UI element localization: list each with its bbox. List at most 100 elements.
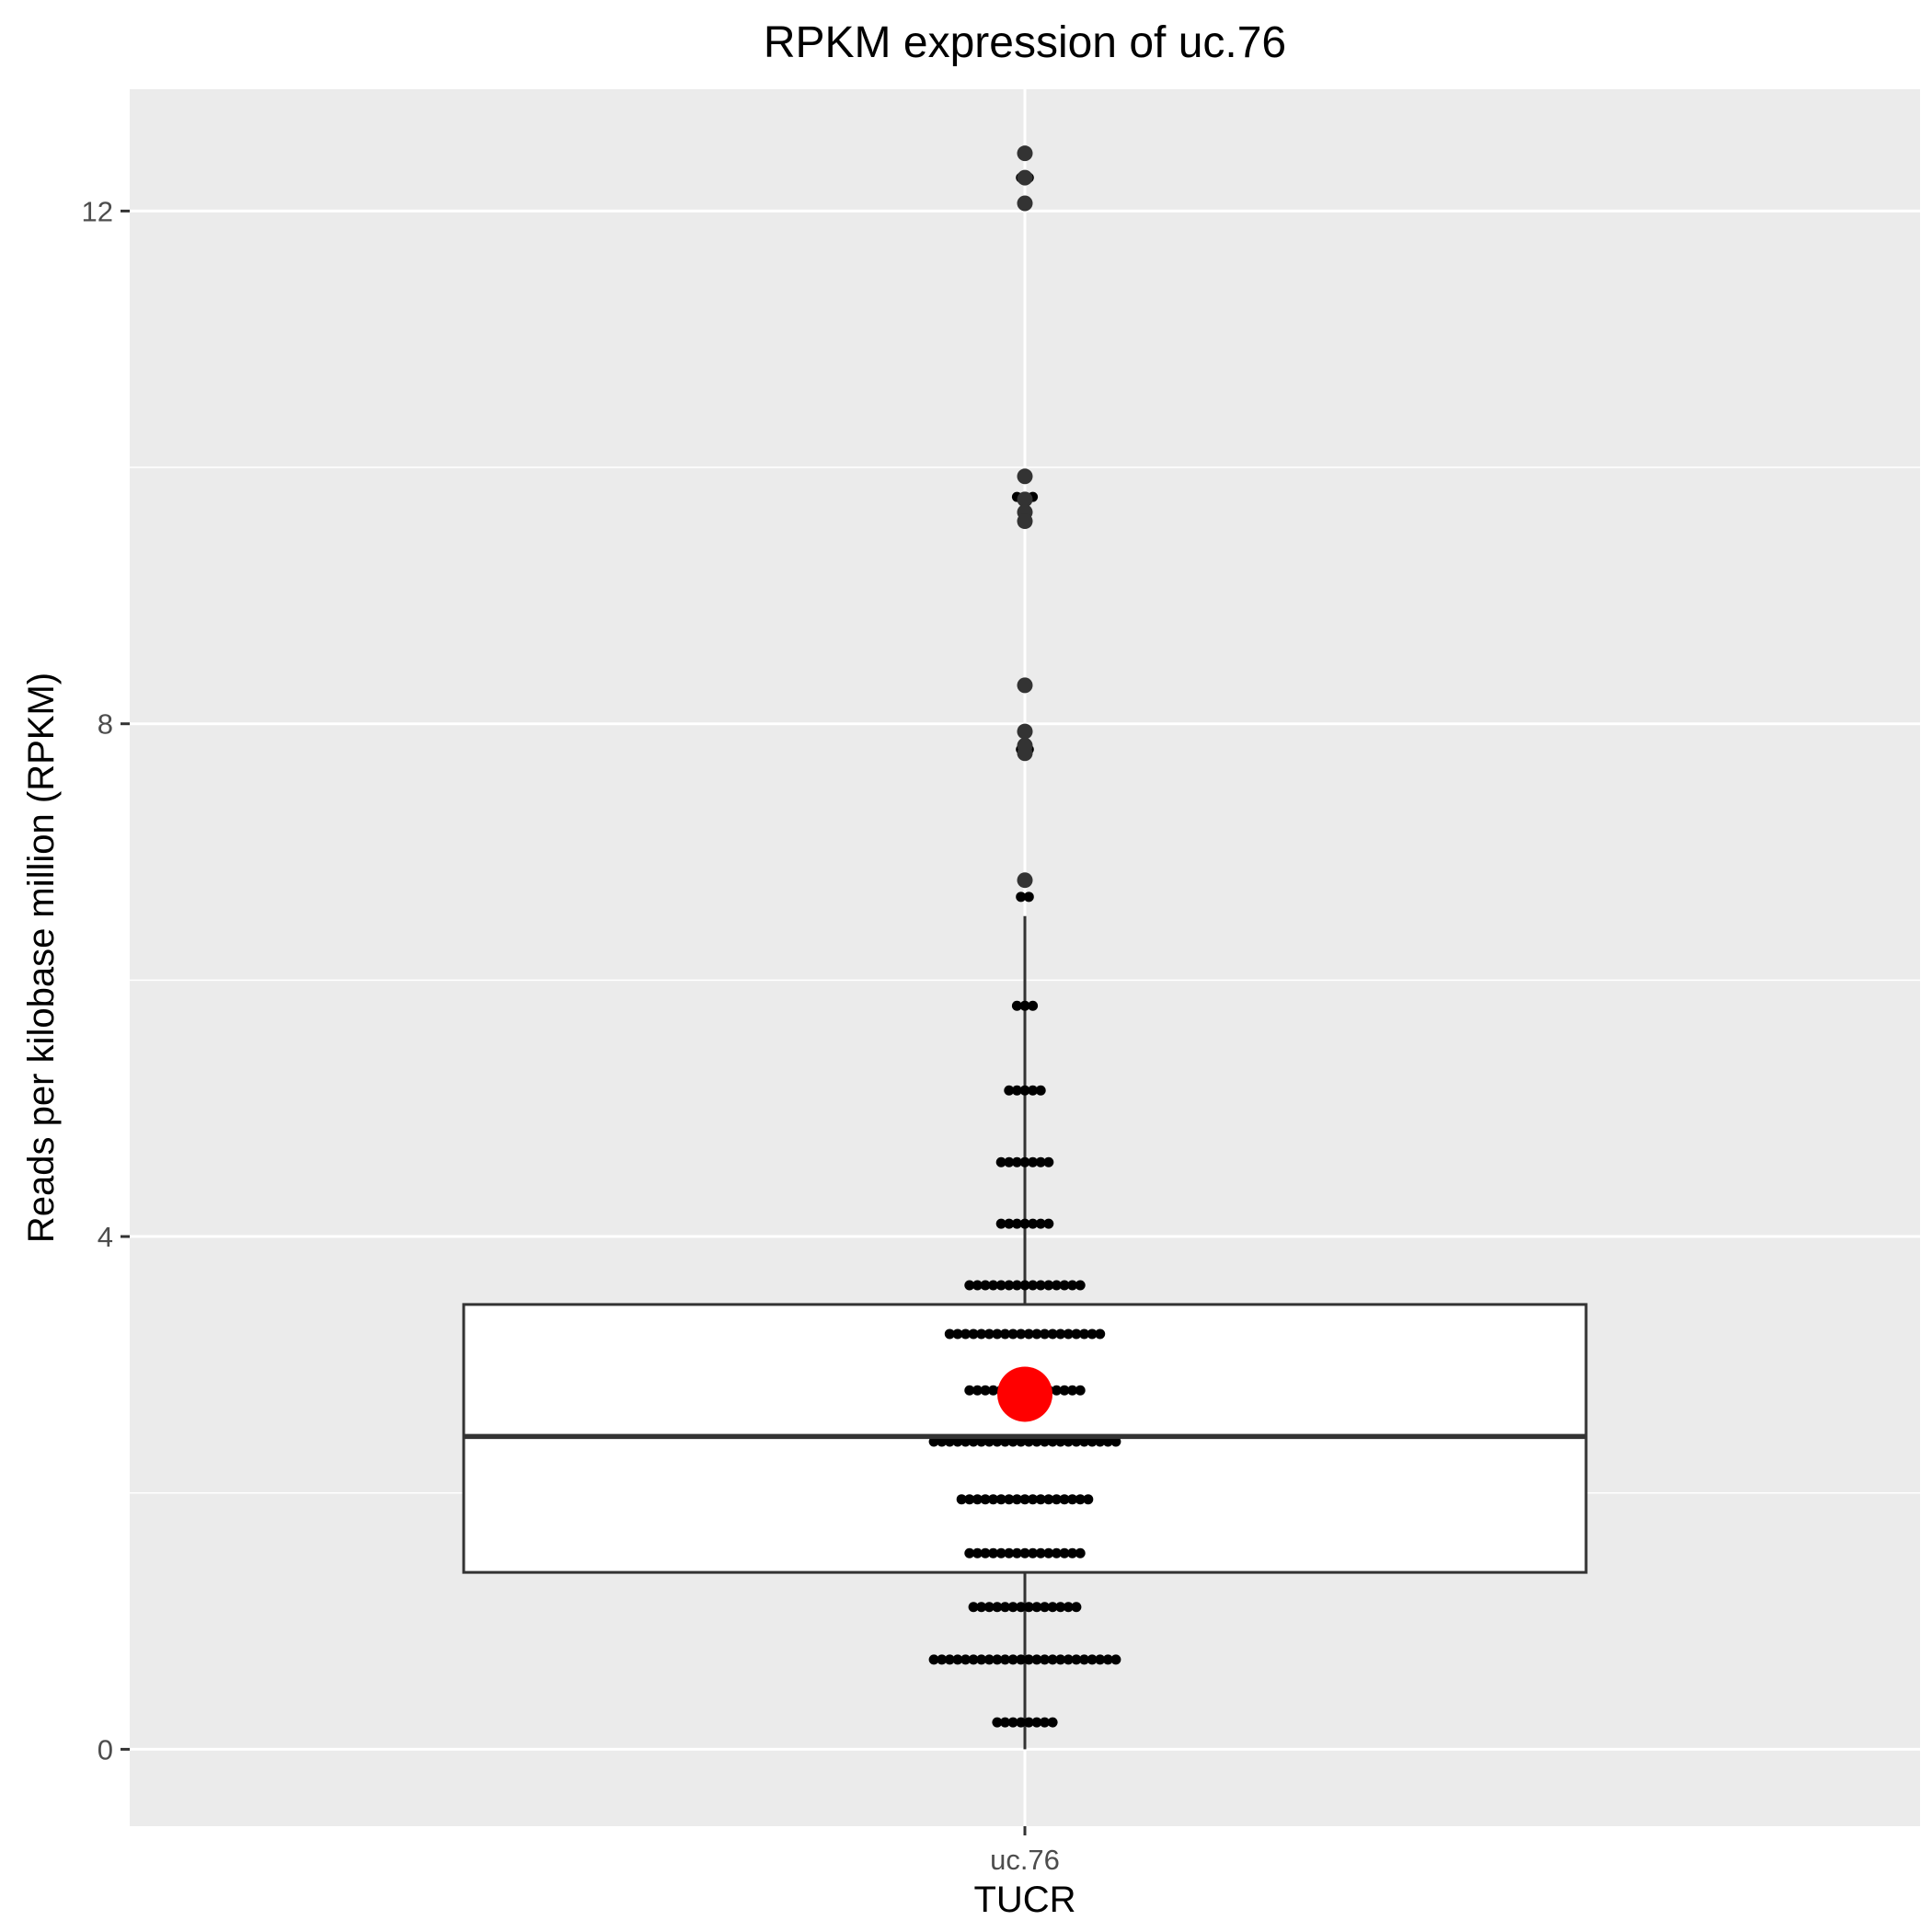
- jitter-point: [1047, 1328, 1058, 1340]
- jitter-point: [1051, 1547, 1062, 1558]
- jitter-point: [1035, 1494, 1046, 1505]
- jitter-point: [1028, 1494, 1039, 1505]
- jitter-point: [983, 1328, 995, 1340]
- jitter-point: [1007, 1717, 1018, 1728]
- jitter-point: [1011, 1280, 1022, 1291]
- jitter-point: [1019, 1085, 1030, 1096]
- x-tick-label: uc.76: [990, 1844, 1060, 1876]
- jitter-point: [1016, 891, 1027, 903]
- jitter-point: [1035, 1156, 1046, 1167]
- jitter-point: [1019, 1280, 1030, 1291]
- jitter-point: [995, 1156, 1006, 1167]
- jitter-point: [1063, 1436, 1074, 1447]
- jitter-point: [1043, 1218, 1054, 1229]
- jitter-point: [1028, 1280, 1039, 1291]
- jitter-point: [1023, 1654, 1034, 1665]
- jitter-point: [1000, 1717, 1010, 1728]
- jitter-point: [1035, 1280, 1046, 1291]
- outlier-point: [1017, 195, 1033, 212]
- jitter-point: [1011, 1494, 1022, 1505]
- jitter-point: [952, 1328, 963, 1340]
- jitter-point: [972, 1280, 983, 1291]
- jitter-point: [1023, 891, 1034, 903]
- jitter-point: [1059, 1494, 1070, 1505]
- jitter-point: [1007, 1436, 1018, 1447]
- jitter-point: [1110, 1436, 1121, 1447]
- jitter-point: [1023, 1602, 1034, 1613]
- jitter-point: [1004, 1085, 1015, 1096]
- x-axis-title: TUCR: [973, 1880, 1075, 1920]
- outlier-point: [1017, 468, 1033, 485]
- mean-marker: [997, 1366, 1052, 1422]
- jitter-point: [928, 1654, 939, 1665]
- y-tick-label: 0: [98, 1733, 113, 1765]
- jitter-point: [992, 1602, 1003, 1613]
- jitter-point: [1031, 1602, 1042, 1613]
- jitter-point: [1019, 1156, 1030, 1167]
- jitter-point: [1067, 1385, 1078, 1396]
- jitter-point: [956, 1494, 967, 1505]
- jitter-point: [1051, 1494, 1062, 1505]
- jitter-point: [1071, 1328, 1082, 1340]
- jitter-point: [1059, 1280, 1070, 1291]
- jitter-point: [980, 1547, 991, 1558]
- jitter-point: [1023, 1436, 1034, 1447]
- jitter-point: [1023, 1328, 1034, 1340]
- jitter-point: [1007, 1654, 1018, 1665]
- jitter-point: [976, 1654, 987, 1665]
- jitter-point: [1031, 1717, 1042, 1728]
- jitter-point: [1035, 1085, 1046, 1096]
- jitter-point: [976, 1328, 987, 1340]
- jitter-point: [1047, 1602, 1058, 1613]
- jitter-point: [992, 1328, 1003, 1340]
- jitter-point: [1055, 1328, 1066, 1340]
- jitter-point: [1004, 1547, 1015, 1558]
- jitter-point: [1071, 1602, 1082, 1613]
- jitter-point: [1031, 1654, 1042, 1665]
- outlier-point: [1017, 169, 1033, 186]
- jitter-point: [1067, 1280, 1078, 1291]
- jitter-point: [1047, 1436, 1058, 1447]
- jitter-point: [1016, 1717, 1027, 1728]
- outlier-point: [1017, 723, 1033, 740]
- jitter-point: [1063, 1654, 1074, 1665]
- jitter-point: [1059, 1547, 1070, 1558]
- jitter-point: [1075, 1547, 1086, 1558]
- jitter-point: [1075, 1385, 1086, 1396]
- jitter-point: [1079, 1328, 1089, 1340]
- jitter-point: [1043, 1280, 1054, 1291]
- jitter-point: [988, 1547, 999, 1558]
- jitter-point: [995, 1280, 1006, 1291]
- jitter-point: [968, 1328, 979, 1340]
- jitter-point: [960, 1436, 971, 1447]
- jitter-point: [1102, 1654, 1113, 1665]
- jitter-point: [1087, 1436, 1098, 1447]
- jitter-point: [964, 1494, 975, 1505]
- jitter-point: [1004, 1218, 1015, 1229]
- jitter-point: [1095, 1654, 1106, 1665]
- jitter-point: [937, 1654, 948, 1665]
- outlier-point: [1017, 872, 1033, 889]
- jitter-point: [1011, 1156, 1022, 1167]
- jitter-point: [972, 1494, 983, 1505]
- jitter-point: [1031, 1436, 1042, 1447]
- jitter-point: [1047, 1717, 1058, 1728]
- jitter-point: [1028, 1547, 1039, 1558]
- jitter-point: [972, 1385, 983, 1396]
- jitter-point: [1000, 1602, 1010, 1613]
- jitter-point: [1011, 1000, 1022, 1011]
- jitter-point: [992, 1436, 1003, 1447]
- jitter-point: [1000, 1436, 1010, 1447]
- jitter-point: [1011, 1085, 1022, 1096]
- jitter-point: [1028, 1000, 1039, 1011]
- jitter-point: [1055, 1654, 1066, 1665]
- jitter-point: [1004, 1494, 1015, 1505]
- jitter-point: [952, 1654, 963, 1665]
- jitter-point: [1019, 1000, 1030, 1011]
- jitter-point: [983, 1436, 995, 1447]
- jitter-point: [1031, 1328, 1042, 1340]
- jitter-point: [995, 1218, 1006, 1229]
- jitter-point: [1059, 1385, 1070, 1396]
- jitter-point: [1051, 1280, 1062, 1291]
